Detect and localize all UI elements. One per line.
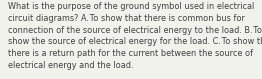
Text: What is the purpose of the ground symbol used in electrical
circuit diagrams? A.: What is the purpose of the ground symbol…	[8, 2, 262, 70]
